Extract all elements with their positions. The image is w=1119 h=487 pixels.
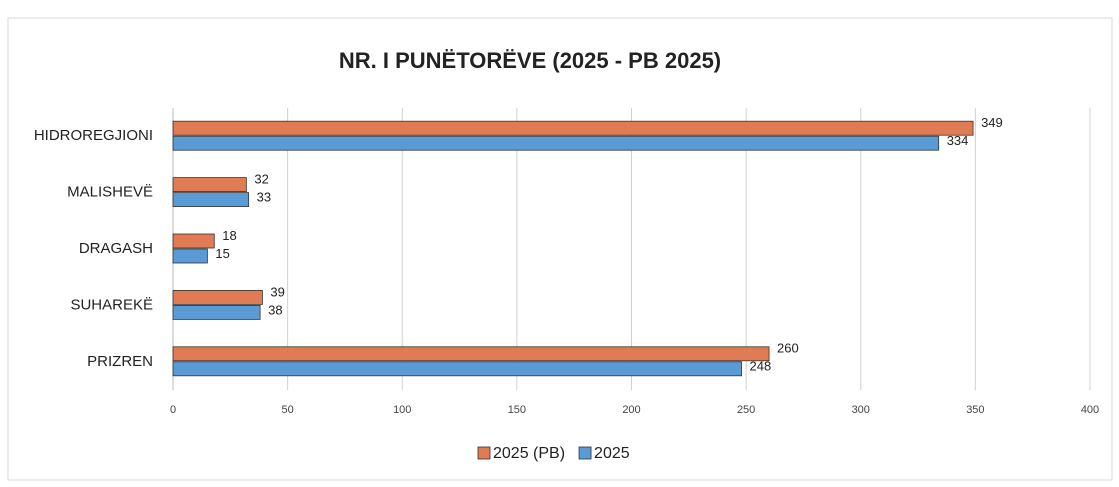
data-label: 349: [981, 115, 1003, 130]
bar: [172, 135, 940, 151]
legend-label: 2025: [594, 445, 630, 462]
x-tick-label: 200: [622, 404, 640, 416]
x-tick-label: 400: [1081, 404, 1099, 416]
data-label: 260: [777, 341, 799, 356]
data-label: 248: [750, 359, 772, 374]
data-label: 334: [947, 133, 969, 148]
bar: [172, 192, 250, 208]
bar: [172, 346, 770, 362]
y-tick-label: PRIZREN: [87, 353, 153, 370]
y-tick-label: SUHAREKË: [70, 296, 153, 313]
data-label: 15: [215, 246, 229, 261]
bar: [172, 233, 215, 249]
bar: [172, 248, 208, 264]
y-tick-label: DRAGASH: [79, 240, 153, 257]
data-label: 38: [268, 302, 282, 317]
legend-swatch: [477, 446, 491, 460]
bar: [172, 289, 263, 305]
chart-title: NR. I PUNËTORËVE (2025 - PB 2025): [339, 48, 721, 73]
bar: [172, 177, 247, 193]
data-label: 32: [254, 172, 268, 187]
legend-label: 2025 (PB): [493, 445, 565, 462]
y-tick-label: MALISHEVË: [67, 184, 153, 201]
bar: [172, 120, 974, 136]
legend-swatch: [578, 446, 592, 460]
data-label: 33: [257, 190, 271, 205]
y-tick-label: HIDROREGJIONI: [34, 127, 153, 144]
x-tick-label: 250: [737, 404, 755, 416]
bar: [172, 361, 742, 377]
x-tick-label: 100: [393, 404, 411, 416]
x-tick-label: 150: [508, 404, 526, 416]
x-tick-label: 300: [852, 404, 870, 416]
bar: [172, 304, 261, 320]
data-label: 18: [222, 228, 236, 243]
x-tick-label: 50: [282, 404, 294, 416]
x-tick-label: 0: [170, 404, 176, 416]
x-tick-label: 350: [966, 404, 984, 416]
data-label: 39: [270, 284, 284, 299]
